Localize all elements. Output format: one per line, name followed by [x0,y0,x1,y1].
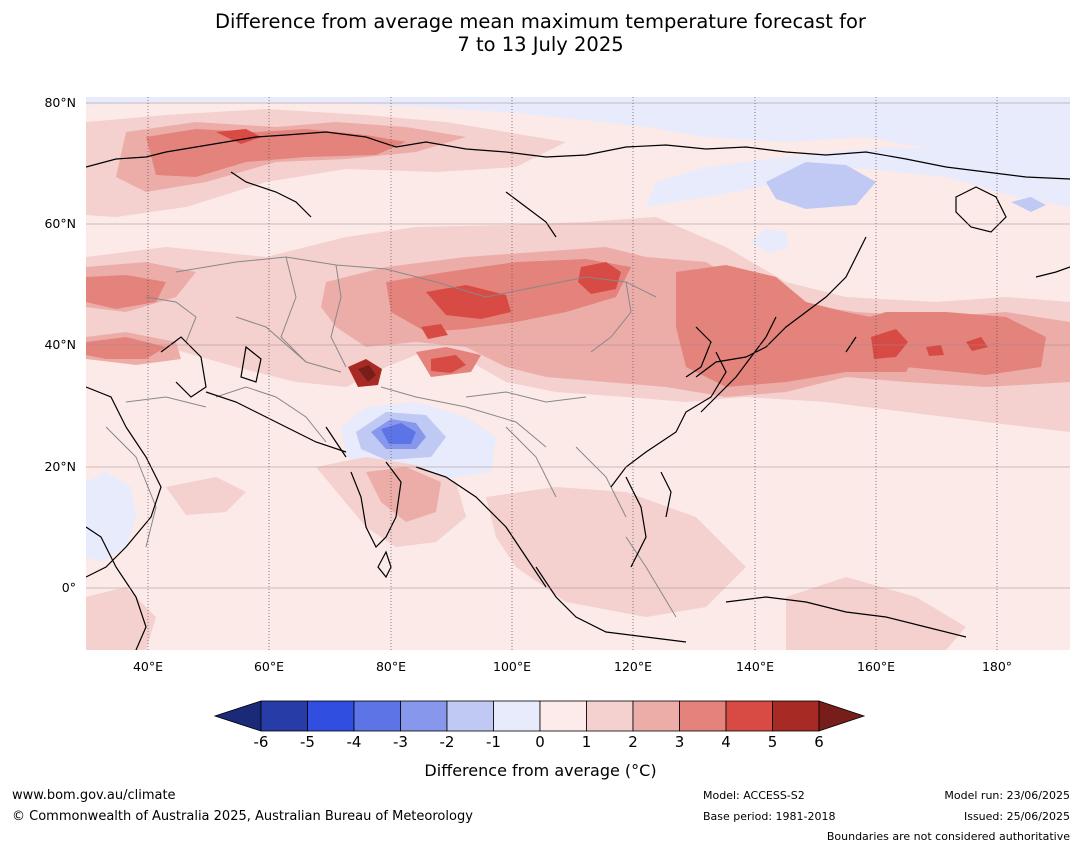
lon-label-160e: 160°E [856,659,896,674]
colorbar-segment [260,700,308,732]
lon-label-140e: 140°E [735,659,775,674]
coastlines [86,131,1070,650]
map-title: Difference from average mean maximum tem… [215,10,866,33]
lon-label-40e: 40°E [132,659,164,674]
lon-label-180: 180° [981,659,1013,674]
colorbar-segment [307,700,355,732]
base-period: Base period: 1981-2018 [703,810,836,823]
colorbar-label: Difference from average (°C) [424,761,657,780]
colorbar-tick-label: 3 [674,733,685,751]
colorbar-tick-label: 6 [814,733,824,751]
colorbar-segment [446,700,494,732]
anomaly-warm-strong [86,129,1046,387]
colorbar-segment [400,700,448,732]
colorbar-segment [493,700,541,732]
meridians [147,97,998,650]
lon-label-100e: 100°E [492,659,532,674]
colorbar-tick-label: -5 [300,733,315,751]
lat-label-60n: 60°N [44,216,76,231]
colorbar-segment [353,700,401,732]
colorbar-segment [632,700,680,732]
colorbar-segment [725,700,773,732]
colorbar-extend-low [214,700,262,732]
lat-label-80n: 80°N [44,95,76,110]
colorbar-segment [772,700,820,732]
colorbar-tick-label: -4 [346,733,362,751]
model-name: Model: ACCESS-S2 [703,789,805,802]
lon-label-120e: 120°E [613,659,653,674]
lat-label-20n: 20°N [44,459,76,474]
colorbar-tick-label: -3 [393,733,408,751]
lat-label-equator: 0° [61,580,76,595]
colorbar-segment [586,700,634,732]
colorbar-extend-high [818,700,866,732]
colorbar-tick-label: 5 [767,733,778,751]
colorbar [214,700,866,732]
model-run-date: Model run: 23/06/2025 [944,789,1070,802]
copyright-text: © Commonwealth of Australia 2025, Austra… [12,809,473,824]
colorbar-segment [679,700,727,732]
colorbar-tick-label: -2 [439,733,455,751]
country-borders [105,256,677,618]
anomaly-warm-hot [216,129,988,373]
boundaries-disclaimer: Boundaries are not considered authoritat… [826,830,1070,843]
colorbar-tick-label: -1 [486,733,501,751]
colorbar-tick-label: 4 [721,733,731,751]
anomaly-cool-deep [371,419,426,449]
colorbar-tick-label: 0 [535,733,545,751]
colorbar-tick-label: -6 [253,733,269,751]
colorbar-tick-label: 2 [628,733,638,751]
colorbar-tick-label: 1 [581,733,592,751]
lon-label-80e: 80°E [375,659,407,674]
forecast-map [86,97,1070,650]
map-date-range: 7 to 13 July 2025 [457,33,624,56]
lon-label-60e: 60°E [253,659,285,674]
website-link[interactable]: www.bom.gov.au/climate [12,788,176,803]
anomaly-warm-extreme [348,359,382,387]
colorbar-segment [539,700,587,732]
issued-date: Issued: 25/06/2025 [963,810,1070,823]
graticule [86,102,1070,589]
lat-label-40n: 40°N [44,337,76,352]
